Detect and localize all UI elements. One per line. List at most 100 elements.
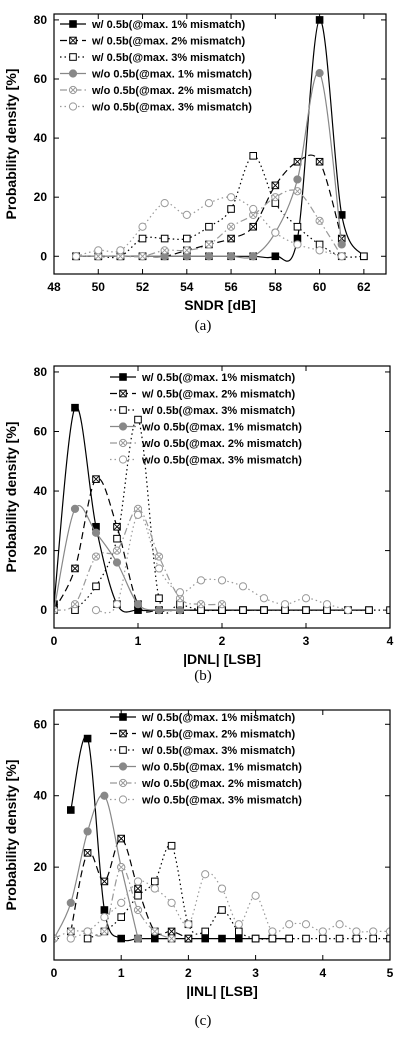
x-tick-label: 4 <box>387 634 394 648</box>
legend-marker-cross <box>120 440 126 446</box>
data-point <box>167 841 176 850</box>
legend-entry: w/o 0.5b(@max. 1% mismatch) <box>141 422 302 434</box>
data-point-cross <box>95 253 101 259</box>
legend-entry: w/o 0.5b(@max. 3% mismatch) <box>91 102 252 114</box>
data-point <box>249 252 258 261</box>
data-point <box>204 198 214 208</box>
legend-entry: w/o 0.5b(@max. 3% mismatch) <box>141 795 302 807</box>
data-point <box>343 606 353 615</box>
x-axis-label: |INL| [LSB] <box>186 983 258 999</box>
legend-entry: w/o 0.5b(@max. 1% mismatch) <box>91 69 252 81</box>
data-point <box>175 606 185 615</box>
data-point <box>201 934 209 943</box>
data-point-cross <box>114 547 120 554</box>
data-point-cross <box>249 223 257 231</box>
data-point <box>151 877 159 886</box>
data-point <box>116 246 125 255</box>
x-tick-label: 52 <box>136 280 150 294</box>
data-point-cross <box>135 907 141 913</box>
chart-panel-a: 48 50 52 54 56 58 60 62 0 20 40 60 80 w/ 0.5b(@max. 1… <box>0 0 406 347</box>
data-point-cross <box>72 601 78 607</box>
legend-marker <box>69 20 77 28</box>
data-point-cross <box>118 864 124 870</box>
data-point <box>117 913 126 921</box>
data-point-cross <box>206 241 212 248</box>
data-point <box>322 600 332 609</box>
y-tick-label: 80 <box>34 13 48 27</box>
data-point <box>268 927 277 936</box>
plot-frame <box>53 709 391 961</box>
data-point <box>154 564 164 573</box>
legend-entry: w/o 0.5b(@max. 3% mismatch) <box>141 455 302 467</box>
data-point <box>201 870 210 879</box>
y-tick-label: 20 <box>34 544 48 558</box>
x-tick-label: 60 <box>313 280 327 294</box>
data-point <box>301 594 311 603</box>
x-tick-label: 4 <box>319 966 326 980</box>
series-5 <box>54 504 227 615</box>
data-point-cross <box>152 928 158 935</box>
data-point <box>260 606 268 614</box>
data-point <box>227 205 235 213</box>
data-point <box>226 193 236 202</box>
data-point <box>315 16 324 24</box>
data-point-cross <box>316 218 323 224</box>
data-point-cross <box>117 253 124 259</box>
data-point <box>133 877 143 886</box>
data-point <box>138 222 147 231</box>
data-point-cross <box>71 564 79 573</box>
legend-entry: w/ 0.5b(@max. 1% mismatch) <box>141 372 296 384</box>
data-point-cross <box>68 928 74 935</box>
series-2 <box>54 475 268 614</box>
legend-marker-cross <box>119 389 127 398</box>
x-axis-label: SNDR [dB] <box>184 297 256 313</box>
chart-panel-b: 0 1 2 3 4 0 20 40 60 80 w/ 0.5b(@max. 1% mismatch)… <box>0 347 406 694</box>
legend: w/ 0.5b(@max. 1% mismatch) w/ 0.5b(@max. … <box>110 372 302 467</box>
data-point <box>369 927 378 936</box>
legend-marker-cross <box>70 87 76 93</box>
data-point-cross <box>134 884 142 893</box>
y-tick-label: 0 <box>40 603 47 617</box>
data-point-cross <box>139 253 146 259</box>
data-point <box>196 576 206 585</box>
data-point-cross <box>198 601 204 607</box>
legend-entry: w/ 0.5b(@max. 1% mismatch) <box>91 19 246 31</box>
data-point <box>100 913 109 922</box>
data-point <box>150 884 159 893</box>
data-point <box>239 606 247 614</box>
y-tick-label: 20 <box>34 190 48 204</box>
data-point <box>183 234 191 243</box>
data-point <box>365 606 373 614</box>
legend-entry: w/ 0.5b(@max. 3% mismatch) <box>91 52 246 64</box>
y-axis-label: Probability density [%] <box>3 422 19 573</box>
sndr-chart: 48 50 52 54 56 58 60 62 0 20 40 60 80 w/ 0.5b(@max. 1… <box>3 13 387 334</box>
legend-marker <box>119 406 127 414</box>
series-3 <box>71 415 390 614</box>
data-point <box>92 582 100 591</box>
legend-entry: w/ 0.5b(@max. 3% mismatch) <box>141 405 296 417</box>
plot-frame <box>53 13 387 275</box>
data-point-cross <box>184 934 193 943</box>
legend-marker <box>118 795 128 804</box>
data-point <box>117 934 126 943</box>
series-6 <box>91 510 353 615</box>
data-point-cross <box>184 247 190 254</box>
legend: w/ 0.5b(@max. 1% mismatch) w/ 0.5b(@max. … <box>60 19 252 114</box>
y-tick-label: 0 <box>40 932 47 946</box>
x-tick-label: 50 <box>92 280 106 294</box>
data-point-cross <box>117 834 125 843</box>
data-point-cross <box>83 849 92 857</box>
data-point <box>226 252 236 261</box>
data-point <box>218 906 226 914</box>
y-axis-label: Probability density [%] <box>3 760 19 911</box>
x-tick-label: 1 <box>135 634 142 648</box>
chart-panel-c: 0 1 2 3 4 5 0 20 40 60 w/ 0.5b(@max. 1% mismatch) w… <box>0 694 406 1040</box>
data-point-cross <box>177 595 183 601</box>
data-point <box>134 891 142 900</box>
y-tick-label: 60 <box>34 717 48 731</box>
data-point <box>302 606 310 614</box>
data-point <box>259 594 269 603</box>
data-point <box>352 927 361 936</box>
y-tick-label: 60 <box>34 72 48 86</box>
data-point-cross <box>272 194 279 200</box>
